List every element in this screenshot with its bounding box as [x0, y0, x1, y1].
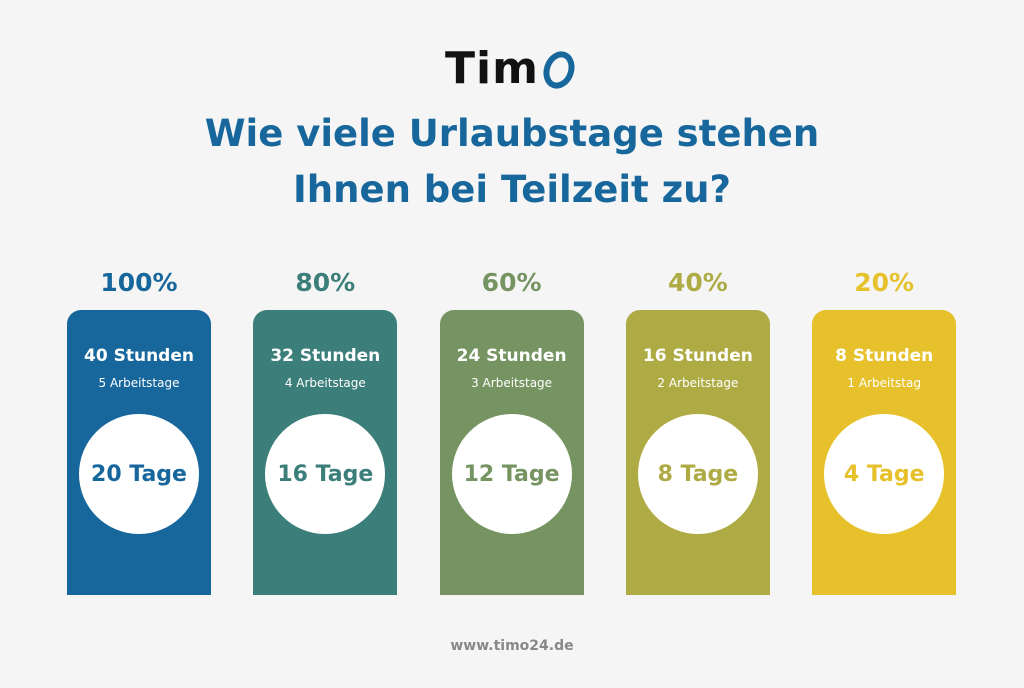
- card: 40 Stunden 5 Arbeitstage 20 Tage: [67, 310, 211, 595]
- logo: Tim: [0, 40, 1024, 96]
- footer-url: www.timo24.de: [450, 638, 574, 654]
- vacation-label: 12 Tage: [463, 461, 560, 487]
- percent-label: 20%: [854, 268, 915, 297]
- circle: 8 Tage: [637, 414, 758, 534]
- title-line: Wie viele Urlaubstage stehen: [204, 112, 820, 155]
- logo-o: [543, 51, 575, 89]
- hours-label: 40 Stunden: [84, 346, 194, 366]
- days-label: 5 Arbeitstage: [98, 376, 180, 390]
- hours-label: 32 Stunden: [270, 346, 381, 366]
- circle: 20 Tage: [79, 414, 199, 534]
- card: 24 Stunden 3 Arbeitstage 12 Tage: [439, 310, 584, 595]
- percent-label: 100%: [100, 268, 178, 297]
- card: 8 Stunden 1 Arbeitstag 4 Tage: [812, 310, 957, 595]
- days-label: 2 Arbeitstage: [657, 376, 739, 390]
- days-label: 1 Arbeitstag: [847, 376, 921, 390]
- vacation-label: 4 Tage: [843, 461, 925, 487]
- title-line: Ihnen bei Teilzeit zu?: [293, 168, 731, 211]
- circle: 12 Tage: [451, 414, 572, 534]
- vacation-label: 16 Tage: [277, 461, 374, 487]
- percent-label: 60%: [481, 268, 542, 297]
- percent-label: 40%: [667, 268, 728, 297]
- days-label: 3 Arbeitstage: [471, 376, 553, 390]
- days-label: 4 Arbeitstage: [284, 376, 366, 390]
- percent-label: 80%: [295, 268, 356, 297]
- vacation-label: 8 Tage: [657, 461, 739, 487]
- card: 32 Stunden 4 Arbeitstage 16 Tage: [253, 310, 398, 595]
- hours-label: 8 Stunden: [835, 346, 934, 366]
- hours-label: 24 Stunden: [456, 346, 567, 366]
- circle: 16 Tage: [265, 414, 386, 534]
- circle: 4 Tage: [824, 414, 945, 534]
- card: 16 Stunden 2 Arbeitstage 8 Tage: [625, 310, 770, 595]
- vacation-label: 20 Tage: [91, 461, 187, 487]
- hours-label: 16 Stunden: [642, 346, 753, 366]
- logo-text: Tim: [445, 42, 539, 94]
